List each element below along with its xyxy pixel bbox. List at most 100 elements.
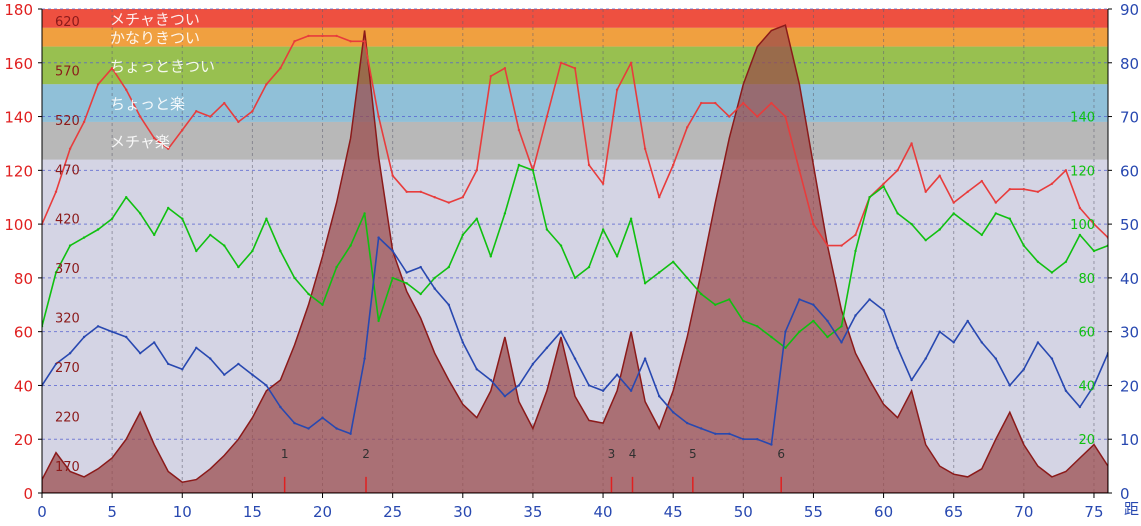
x-tick-label: 40: [594, 503, 613, 521]
left-tick-label: 60: [14, 324, 33, 342]
series-point-2: [363, 357, 366, 360]
series-point-2: [1022, 368, 1025, 371]
series-point-2: [517, 384, 521, 387]
elevation-label: 170: [55, 460, 80, 475]
series-point-0: [517, 128, 521, 132]
series-point-0: [980, 179, 983, 183]
series-point-1: [1078, 233, 1082, 237]
elevation-label: 320: [55, 312, 80, 327]
series-point-2: [756, 438, 759, 441]
series-point-2: [1050, 357, 1054, 360]
elevation-label: 270: [55, 361, 80, 376]
series-point-0: [489, 75, 492, 78]
series-point-0: [279, 67, 282, 70]
series-point-0: [770, 101, 773, 105]
elevation-area: [42, 24, 1108, 493]
series-point-1: [251, 249, 254, 253]
series-point-1: [433, 276, 436, 280]
series-point-2: [714, 432, 717, 435]
series-point-0: [643, 147, 647, 150]
series-point-0: [798, 169, 801, 172]
series-point-2: [405, 271, 408, 274]
green-axis-label: 100: [1070, 218, 1095, 233]
series-point-1: [1050, 271, 1054, 274]
series-point-0: [601, 182, 605, 185]
series-point-1: [1022, 244, 1025, 247]
series-point-2: [82, 335, 86, 339]
marker-label-6: 6: [777, 447, 785, 461]
x-tick-label: 25: [383, 503, 402, 521]
left-tick-label: 100: [4, 216, 33, 234]
green-axis-label: 40: [1078, 379, 1095, 394]
series-point-1: [153, 233, 156, 237]
series-point-0: [1022, 188, 1025, 191]
series-point-0: [910, 142, 913, 145]
series-point-2: [237, 362, 240, 366]
series-point-2: [686, 421, 689, 425]
series-point-0: [573, 67, 577, 70]
series-point-0: [672, 163, 675, 167]
marker-label-5: 5: [689, 447, 697, 461]
series-point-0: [433, 196, 436, 199]
series-point-2: [980, 341, 983, 344]
series-point-2: [475, 368, 478, 371]
x-tick-label: 10: [173, 503, 192, 521]
series-point-0: [629, 61, 633, 64]
series-point-1: [489, 255, 492, 258]
marker-label-2: 2: [362, 447, 370, 461]
series-point-2: [896, 346, 899, 349]
series-point-0: [700, 101, 703, 105]
series-point-1: [587, 265, 591, 269]
series-point-2: [125, 335, 128, 339]
left-tick-label: 0: [23, 485, 33, 503]
series-point-1: [615, 255, 619, 258]
series-point-2: [728, 432, 731, 435]
zone-band-0: [42, 9, 1108, 28]
series-point-1: [82, 236, 86, 239]
zone-label-4: メチャ楽: [110, 133, 170, 151]
series-point-2: [952, 341, 955, 344]
series-point-0: [181, 128, 184, 132]
right-tick-label: 80: [1120, 55, 1139, 73]
series-point-2: [503, 395, 507, 398]
x-tick-label: 35: [523, 503, 542, 521]
series-point-0: [195, 110, 198, 113]
marker-label-3: 3: [608, 447, 616, 461]
series-point-0: [209, 115, 212, 118]
series-point-0: [82, 120, 86, 124]
series-point-2: [700, 427, 703, 430]
series-point-1: [209, 233, 212, 237]
x-tick-label: 45: [664, 503, 683, 521]
series-point-1: [1036, 260, 1040, 263]
series-point-0: [840, 244, 843, 247]
series-point-1: [321, 303, 324, 306]
series-point-1: [335, 265, 338, 269]
series-point-2: [966, 319, 969, 323]
series-point-2: [672, 411, 675, 414]
series-point-1: [938, 228, 941, 231]
series-point-0: [587, 163, 591, 167]
series-point-1: [195, 249, 198, 253]
right-tick-label: 40: [1120, 270, 1139, 288]
elevation-label: 420: [55, 213, 80, 228]
series-point-2: [924, 357, 927, 360]
series-point-0: [167, 147, 170, 150]
series-point-1: [840, 325, 843, 328]
right-tick-label: 60: [1120, 162, 1139, 180]
series-point-2: [349, 432, 352, 435]
series-point-2: [770, 443, 773, 446]
series-point-0: [756, 115, 759, 118]
series-point-0: [658, 196, 661, 199]
right-tick-label: 70: [1120, 109, 1139, 127]
series-point-0: [139, 115, 142, 118]
series-point-2: [531, 362, 535, 366]
series-point-1: [812, 319, 815, 323]
left-tick-label: 80: [14, 270, 33, 288]
series-point-1: [265, 217, 268, 220]
series-point-0: [882, 182, 885, 185]
series-point-2: [279, 405, 282, 409]
elevation-label: 470: [55, 163, 80, 178]
series-point-0: [896, 169, 899, 172]
series-point-1: [784, 346, 787, 349]
series-point-1: [96, 228, 100, 231]
